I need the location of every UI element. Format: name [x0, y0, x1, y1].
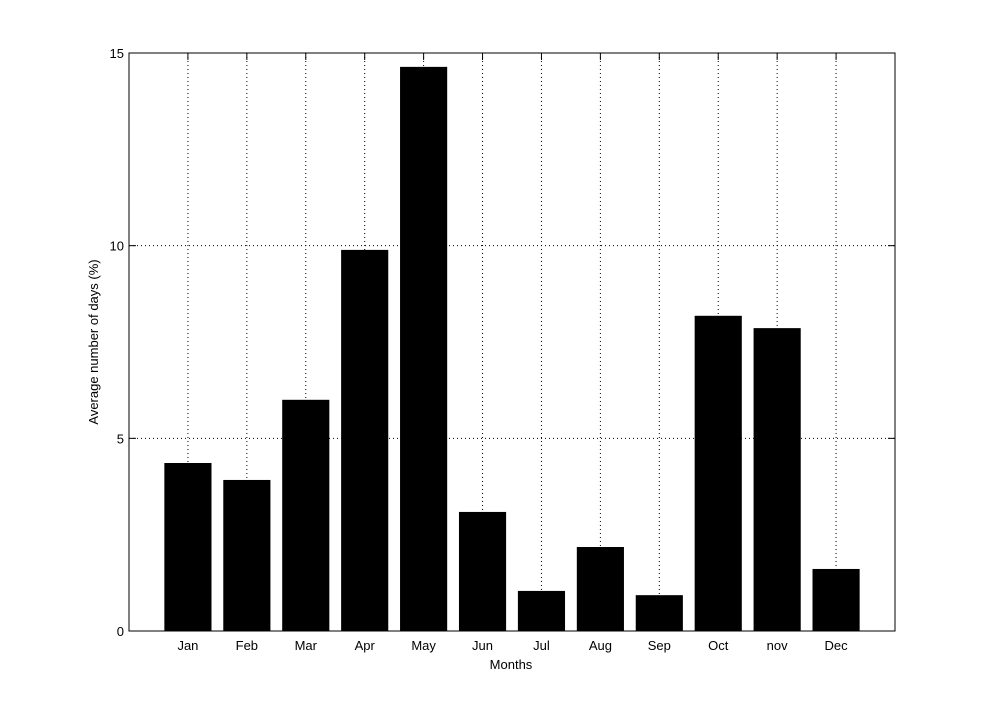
- bar: [694, 315, 742, 631]
- bar: [341, 249, 389, 631]
- y-tick-label: 5: [117, 431, 124, 446]
- x-tick-label: May: [411, 638, 436, 653]
- x-tick-label: Dec: [825, 638, 849, 653]
- x-tick-label: Sep: [648, 638, 671, 653]
- x-tick-label: Jun: [472, 638, 493, 653]
- bar: [164, 462, 212, 631]
- x-tick-label: Apr: [355, 638, 376, 653]
- bar: [576, 546, 624, 631]
- x-tick-label: Jul: [533, 638, 550, 653]
- y-tick-label: 10: [110, 239, 124, 254]
- bar: [812, 568, 860, 631]
- plot-frame: [128, 52, 896, 632]
- bar: [400, 66, 448, 631]
- x-tick-label: nov: [767, 638, 788, 653]
- y-axis-label: Average number of days (%): [86, 259, 101, 424]
- x-tick-label: Feb: [236, 638, 258, 653]
- bar: [282, 399, 330, 631]
- bar: [458, 511, 507, 631]
- x-axis-label: Months: [490, 657, 533, 672]
- bar: [753, 328, 801, 631]
- bar: [223, 479, 271, 631]
- y-tick-label: 15: [110, 46, 124, 61]
- x-tick-label: Oct: [708, 638, 729, 653]
- x-tick-label: Aug: [589, 638, 612, 653]
- x-tick-label: Mar: [295, 638, 318, 653]
- y-tick-label: 0: [117, 624, 124, 639]
- x-tick-label: Jan: [177, 638, 198, 653]
